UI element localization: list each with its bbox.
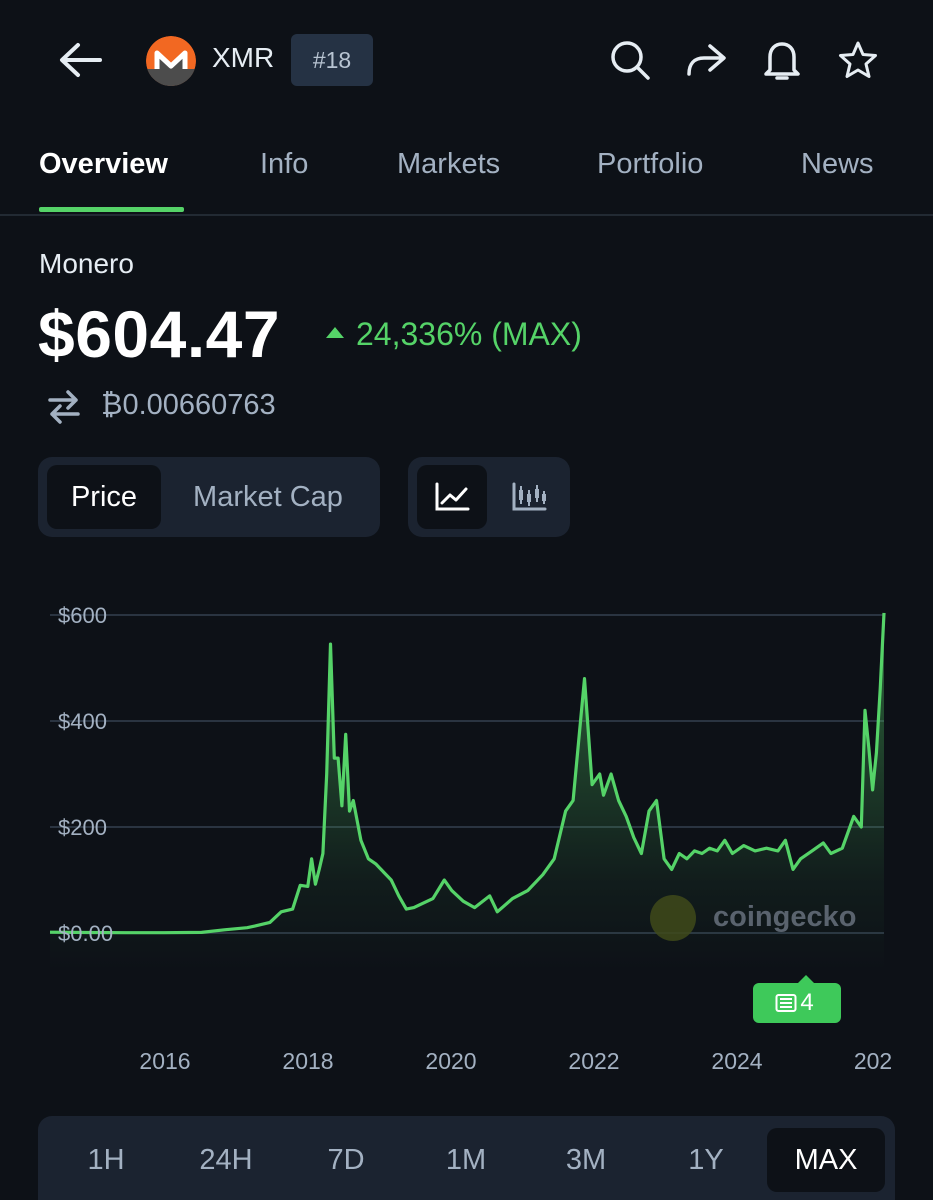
x-tick-label: 2022 [568,1048,619,1074]
x-tick-label: 2016 [139,1048,190,1074]
badge-caret [798,975,814,983]
watermark-text: coingecko [713,901,857,933]
line-chart-icon [435,482,470,511]
up-triangle-icon [326,327,344,338]
candlestick-chart-button[interactable] [494,465,564,529]
x-tick-label: 202 [854,1048,892,1074]
range-1h-button[interactable]: 1H [87,1144,125,1176]
range-1y-button[interactable]: 1Y [688,1144,724,1176]
range-1m-button[interactable]: 1M [445,1144,487,1176]
x-tick-label: 2024 [711,1048,762,1074]
price-line [49,612,886,935]
tab-markets[interactable]: Markets [397,148,501,180]
search-icon[interactable] [608,38,652,82]
tab-overview[interactable]: Overview [39,148,168,180]
coin-ticker: XMR [212,42,275,73]
tab-bar: Overview Info Markets Portfolio News [0,130,933,216]
y-tick-label: $0.00 [58,921,113,946]
top-bar: XMR #18 [0,0,933,120]
tab-portfolio[interactable]: Portfolio [597,148,704,180]
range-24h-button[interactable]: 24H [199,1144,253,1176]
news-count: 4 [800,989,814,1016]
newspaper-icon [775,994,797,1012]
range-max-button[interactable]: MAX [767,1128,885,1192]
btc-price: ₿0.00660763 [101,389,276,421]
line-chart-button[interactable] [417,465,487,529]
monero-logo-icon [146,36,196,86]
back-arrow-icon[interactable] [56,40,104,80]
price-chart-svg: $600$400$200$0.00 2016 2018 2020 2022 2024 20… [49,603,892,1074]
swap-arrows-icon [46,388,82,424]
x-tick-label: 2020 [425,1048,476,1074]
x-tick-label: 2018 [282,1048,333,1074]
y-tick-label: $600 [58,603,107,628]
news-marker-badge[interactable]: 4 [753,975,841,1023]
gecko-logo-icon [650,895,696,941]
active-tab-indicator [39,207,184,212]
price-change: 24,336% (MAX) [326,316,582,353]
y-tick-label: $400 [58,709,107,734]
price-chart[interactable]: $600 $400 $200 $0.00 2016 2018 2020 2022 2024 20… [0,580,933,1100]
coin-name: Monero [39,248,134,279]
current-price: $604.47 [38,297,281,371]
star-icon[interactable] [838,40,878,80]
rank-badge: #18 [291,34,373,86]
price-area-fill [50,612,884,970]
price-change-text: 24,336% (MAX) [356,316,582,352]
tab-news[interactable]: News [801,148,874,180]
range-7d-button[interactable]: 7D [327,1144,365,1176]
bell-icon[interactable] [762,38,802,82]
chart-type-toggle [408,457,570,537]
tab-info[interactable]: Info [260,148,309,180]
price-toggle-button[interactable]: Price [47,465,161,529]
y-tick-label: $200 [58,815,107,840]
range-3m-button[interactable]: 3M [565,1144,607,1176]
time-range-selector: 1H 24H 7D 1M 3M 1Y MAX [38,1116,895,1200]
market-cap-toggle-button[interactable]: Market Cap [193,481,343,513]
candlestick-icon [512,482,547,511]
metric-toggle: Price Market Cap [38,457,380,537]
share-icon[interactable] [684,40,728,80]
